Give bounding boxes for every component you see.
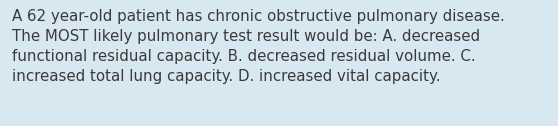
Text: A 62 year-old patient has chronic obstructive pulmonary disease.
The MOST likely: A 62 year-old patient has chronic obstru…	[12, 9, 505, 84]
